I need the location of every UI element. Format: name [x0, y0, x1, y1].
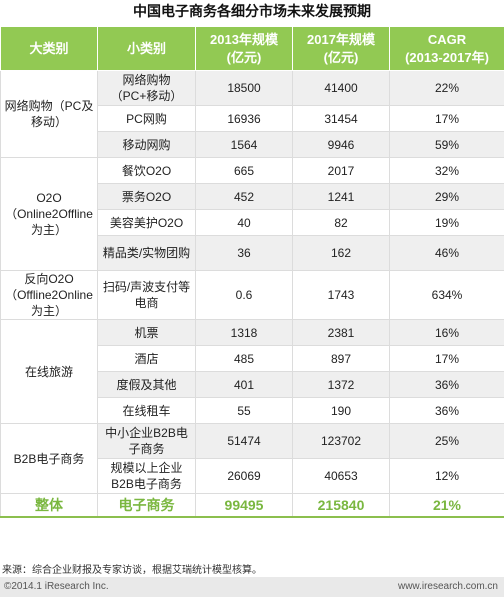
- header-cagr: CAGR (2013-2017年): [389, 26, 504, 71]
- value-2013-cell: 55: [195, 397, 293, 424]
- value-2013-cell: 1318: [195, 319, 293, 346]
- value-2017-cell: 40653: [292, 458, 390, 494]
- subcategory-cell: 精品类/实物团购: [97, 235, 196, 271]
- table-row: 规模以上企业B2B电子商务 26069 40653 12%: [1, 458, 504, 494]
- subcategory-cell: 机票: [97, 319, 196, 346]
- subcategory-cell: 票务O2O: [97, 183, 196, 210]
- table-row: 精品类/实物团购 36 162 46%: [1, 235, 504, 271]
- header-row: 大类别 小类别 2013年规模 (亿元) 2017年规模 (亿元) CAGR (201…: [0, 26, 504, 71]
- subcategory-cell: PC网购: [97, 105, 196, 132]
- cagr-cell: 59%: [389, 131, 504, 158]
- cagr-cell: 19%: [389, 209, 504, 236]
- subcategory-cell: 规模以上企业B2B电子商务: [97, 458, 196, 494]
- table-row: 酒店 485 897 17%: [1, 345, 504, 372]
- value-2017-cell: 123702: [292, 423, 390, 459]
- category-travel: 在线旅游: [0, 319, 98, 424]
- cagr-cell: 17%: [389, 345, 504, 372]
- table-row: 网络购物（PC及移动） 网络购物（PC+移动） 18500 41400 22%: [0, 70, 504, 158]
- copyright-text: ©2014.1 iResearch Inc.: [4, 581, 109, 592]
- table-row: PC网购 16936 31454 17%: [1, 105, 504, 132]
- header-2013: 2013年规模 (亿元): [195, 26, 293, 71]
- cagr-cell: 29%: [389, 183, 504, 210]
- header-cagr-range: (2013-2017年): [405, 49, 489, 65]
- value-2013-cell: 1564: [195, 131, 293, 158]
- market-forecast-table: 大类别 小类别 2013年规模 (亿元) 2017年规模 (亿元) CAGR (201…: [0, 26, 504, 518]
- table-row: O2O（Online2Offline为主） 餐饮O2O 665 2017 32%: [0, 157, 504, 271]
- cagr-cell: 46%: [389, 235, 504, 271]
- subcategory-cell: 网络购物（PC+移动）: [97, 70, 196, 106]
- header-category: 大类别: [0, 26, 98, 71]
- value-2013-cell: 665: [195, 157, 293, 184]
- cagr-cell: 36%: [389, 371, 504, 398]
- category-online-shopping: 网络购物（PC及移动）: [0, 70, 98, 158]
- cagr-cell: 16%: [389, 319, 504, 346]
- subcategory-cell: 酒店: [97, 345, 196, 372]
- cagr-cell: 17%: [389, 105, 504, 132]
- subcategory-cell: 中小企业B2B电子商务: [97, 423, 196, 459]
- value-2013-cell: 18500: [195, 70, 293, 106]
- subcategory-cell: 餐饮O2O: [97, 157, 196, 184]
- total-2013: 99495: [195, 493, 293, 518]
- cagr-cell: 32%: [389, 157, 504, 184]
- cagr-cell: 12%: [389, 458, 504, 494]
- value-2017-cell: 41400: [292, 70, 390, 106]
- table-row: 在线旅游 机票 1318 2381 16%: [0, 319, 504, 424]
- header-cagr-label: CAGR: [427, 31, 467, 47]
- value-2017-cell: 1372: [292, 371, 390, 398]
- category-o2o: O2O（Online2Offline为主）: [0, 157, 98, 271]
- footer-bar: ©2014.1 iResearch Inc. www.iresearch.com…: [0, 577, 504, 597]
- value-2017-cell: 31454: [292, 105, 390, 132]
- total-subcategory: 电子商务: [97, 493, 196, 518]
- value-2017-cell: 190: [292, 397, 390, 424]
- cagr-cell: 22%: [389, 70, 504, 106]
- value-2017-cell: 1241: [292, 183, 390, 210]
- value-2017-cell: 1743: [292, 270, 390, 320]
- source-note: 来源：综合企业财报及专家访谈，根据艾瑞统计模型核算。: [2, 565, 262, 576]
- value-2017-cell: 82: [292, 209, 390, 236]
- value-2017-cell: 897: [292, 345, 390, 372]
- table-title: 中国电子商务各细分市场未来发展预期: [133, 3, 371, 19]
- header-2017-unit: (亿元): [323, 49, 359, 65]
- value-2017-cell: 162: [292, 235, 390, 271]
- value-2013-cell: 0.6: [195, 270, 293, 320]
- value-2013-cell: 485: [195, 345, 293, 372]
- cagr-cell: 25%: [389, 423, 504, 459]
- total-category: 整体: [0, 493, 98, 518]
- subcategory-cell: 扫码/声波支付等电商: [97, 270, 196, 320]
- table-row: B2B电子商务 中小企业B2B电子商务 51474 123702 25%: [0, 423, 504, 494]
- header-2013-label: 2013年规模: [210, 31, 278, 47]
- header-subcategory: 小类别: [97, 26, 196, 71]
- table-row: 移动网购 1564 9946 59%: [1, 131, 504, 158]
- value-2013-cell: 26069: [195, 458, 293, 494]
- value-2017-cell: 2017: [292, 157, 390, 184]
- table-row: 反向O2O（Offline2Online为主） 扫码/声波支付等电商 0.6 1…: [0, 270, 504, 320]
- category-reverse-o2o: 反向O2O（Offline2Online为主）: [0, 270, 98, 320]
- value-2013-cell: 36: [195, 235, 293, 271]
- subcategory-cell: 美容美护O2O: [97, 209, 196, 236]
- header-2017-label: 2017年规模: [307, 31, 375, 47]
- header-2017: 2017年规模 (亿元): [292, 26, 390, 71]
- table-row: 票务O2O 452 1241 29%: [1, 183, 504, 210]
- header-2013-unit: (亿元): [226, 49, 262, 65]
- value-2017-cell: 9946: [292, 131, 390, 158]
- value-2013-cell: 16936: [195, 105, 293, 132]
- total-2017: 215840: [292, 493, 390, 518]
- cagr-cell: 634%: [389, 270, 504, 320]
- subcategory-cell: 移动网购: [97, 131, 196, 158]
- subcategory-cell: 在线租车: [97, 397, 196, 424]
- subcategory-cell: 度假及其他: [97, 371, 196, 398]
- category-b2b: B2B电子商务: [0, 423, 98, 494]
- website-link[interactable]: www.iresearch.com.cn: [397, 581, 498, 592]
- value-2017-cell: 2381: [292, 319, 390, 346]
- total-cagr: 21%: [389, 493, 504, 518]
- value-2013-cell: 401: [195, 371, 293, 398]
- table-row: 度假及其他 401 1372 36%: [1, 371, 504, 398]
- value-2013-cell: 452: [195, 183, 293, 210]
- value-2013-cell: 51474: [195, 423, 293, 459]
- cagr-cell: 36%: [389, 397, 504, 424]
- table-row: 美容美护O2O 40 82 19%: [1, 209, 504, 236]
- total-row: 整体 电子商务 99495 215840 21%: [0, 493, 504, 518]
- value-2013-cell: 40: [195, 209, 293, 236]
